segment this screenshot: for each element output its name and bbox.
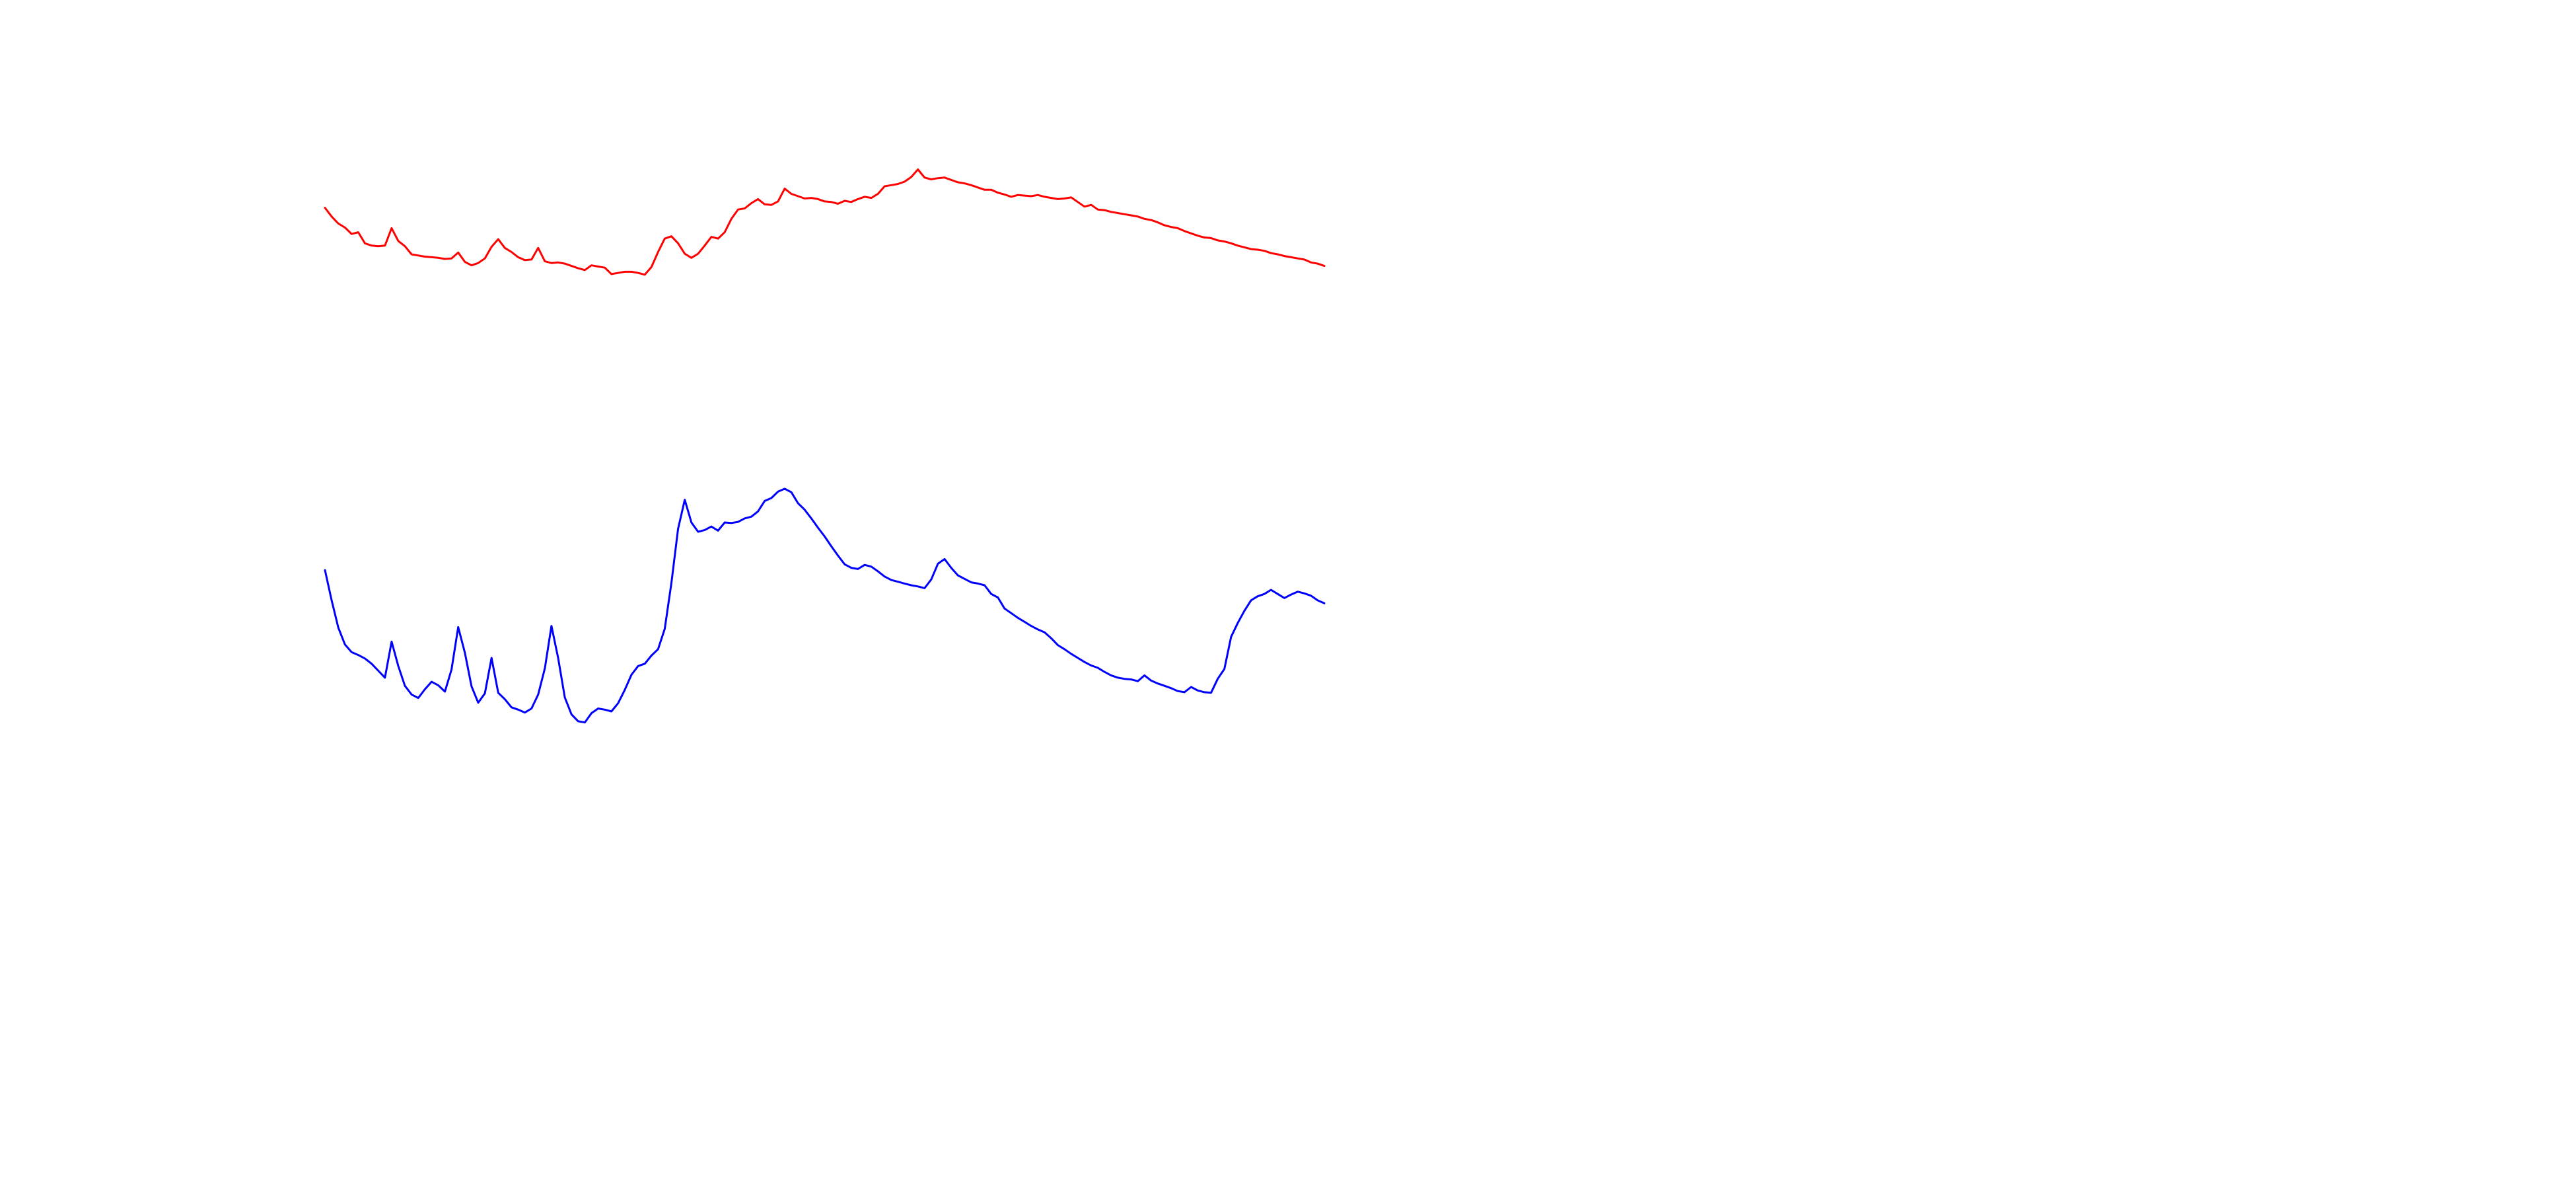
series-line-blue: [324, 487, 1326, 724]
series-line-red: [324, 168, 1326, 276]
series-layer: [324, 168, 1326, 724]
